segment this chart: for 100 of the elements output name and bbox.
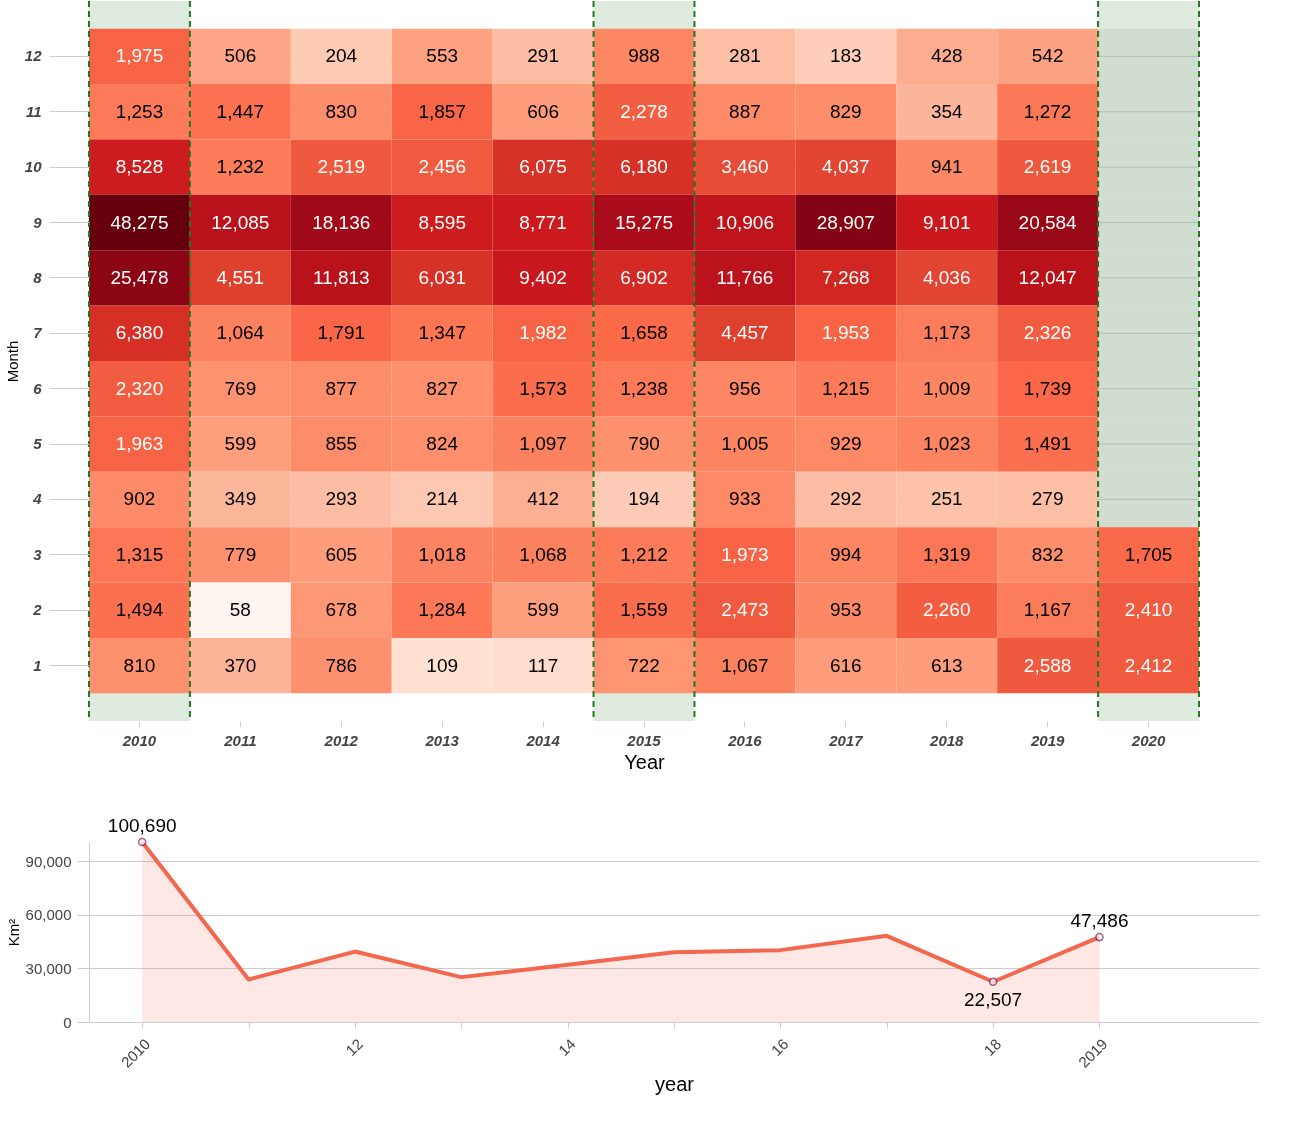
data-label: 790 — [628, 433, 660, 455]
data-label: 1,005 — [721, 433, 769, 455]
data-label: 20,584 — [1018, 211, 1078, 233]
data-label: 1,284 — [418, 599, 467, 621]
data-label: 1,982 — [519, 322, 567, 344]
data-label: 12,047 — [1018, 266, 1077, 288]
x-tick-label: 2015 — [626, 731, 662, 749]
data-label: 542 — [1031, 45, 1064, 67]
data-label: 48,275 — [110, 211, 169, 233]
data-label: 1,791 — [317, 322, 366, 344]
data-label: 1,067 — [721, 654, 769, 676]
y-axis-title: Km² — [4, 918, 22, 947]
data-label: 1,097 — [519, 433, 567, 455]
data-label: 1,064 — [216, 322, 265, 344]
data-label: 2,326 — [1023, 322, 1072, 344]
data-label: 1,705 — [1124, 543, 1173, 565]
data-label: 7,268 — [822, 266, 870, 288]
x-tick-label: 2020 — [1130, 731, 1166, 749]
data-label: 877 — [325, 377, 358, 399]
data-label: 953 — [829, 599, 862, 621]
y-tick-label: 30,000 — [25, 959, 72, 977]
data-label: 830 — [325, 100, 358, 122]
data-label: 1,068 — [519, 543, 567, 565]
data-label: 2,278 — [620, 100, 668, 122]
data-label: 779 — [224, 543, 257, 565]
data-label: 1,857 — [418, 100, 466, 122]
data-label: 1,953 — [822, 322, 870, 344]
data-label: 613 — [930, 654, 963, 676]
data-label: 2,519 — [317, 156, 366, 178]
data-label: 9,402 — [519, 266, 567, 288]
data-label: 11,766 — [716, 266, 774, 288]
data-label: 722 — [628, 654, 660, 676]
y-tick-label: 90,000 — [25, 852, 72, 870]
y-tick-label: 12 — [24, 47, 43, 65]
data-label: 827 — [426, 377, 459, 399]
data-label: 855 — [325, 433, 358, 455]
data-label: 251 — [930, 488, 963, 510]
data-label: 1,238 — [620, 377, 668, 399]
data-label: 1,658 — [620, 322, 668, 344]
data-label: 956 — [729, 377, 761, 399]
data-label: 6,180 — [620, 156, 668, 178]
x-tick-label: 2016 — [727, 731, 763, 749]
data-label: 1,167 — [1023, 599, 1072, 621]
x-tick-label: 12 — [342, 1035, 367, 1059]
data-label: 6,902 — [620, 266, 668, 288]
data-label: 2,619 — [1023, 156, 1072, 178]
data-label: 1,232 — [216, 156, 265, 178]
x-tick-label: 18 — [980, 1035, 1005, 1059]
data-label: 15,275 — [614, 211, 674, 233]
data-label: 25,478 — [110, 266, 169, 288]
data-label: 293 — [325, 488, 358, 510]
y-tick-label: 4 — [32, 490, 43, 508]
data-label: 606 — [527, 100, 559, 122]
data-label: 4,551 — [216, 266, 265, 288]
data-label: 1,319 — [922, 543, 971, 565]
data-label: 2,473 — [721, 599, 769, 621]
data-label: 10,906 — [715, 211, 774, 233]
y-tick-label: 8 — [33, 268, 43, 286]
data-label: 3,460 — [721, 156, 769, 178]
data-label: 832 — [1031, 543, 1064, 565]
y-tick-label: 2 — [32, 601, 43, 619]
data-label: 616 — [829, 654, 862, 676]
y-tick-label: 1 — [33, 656, 42, 674]
data-label: 279 — [1031, 488, 1064, 510]
data-label: 553 — [426, 45, 459, 67]
y-tick-label: 6 — [33, 379, 43, 397]
data-label: 1,272 — [1023, 100, 1072, 122]
y-tick-label: 5 — [33, 435, 43, 453]
data-label: 9,101 — [922, 211, 971, 233]
data-label: 1,215 — [822, 377, 870, 399]
data-label: 1,009 — [922, 377, 971, 399]
data-label: 12,085 — [211, 211, 270, 233]
data-label: 824 — [426, 433, 459, 455]
data-label: 183 — [829, 45, 862, 67]
data-label: 605 — [325, 543, 358, 565]
x-tick-label: 2012 — [323, 731, 359, 749]
data-label: 1,347 — [418, 322, 466, 344]
data-label: 28,907 — [816, 211, 875, 233]
x-tick-label: 2017 — [828, 731, 864, 749]
data-label: 6,380 — [115, 322, 164, 344]
data-label: 11,813 — [312, 266, 370, 288]
x-tick-label: 16 — [767, 1035, 792, 1059]
data-label: 2,588 — [1023, 654, 1072, 676]
data-label: 428 — [930, 45, 963, 67]
data-label: 933 — [729, 488, 761, 510]
data-label: 1,491 — [1023, 433, 1072, 455]
x-tick-label: 2014 — [525, 731, 561, 749]
data-label: 1,963 — [115, 433, 164, 455]
y-tick-label: 11 — [25, 102, 42, 120]
x-tick-label: 2019 — [1029, 731, 1065, 749]
data-label: 4,037 — [822, 156, 870, 178]
data-label: 18,136 — [312, 211, 371, 233]
data-label: 1,315 — [115, 543, 164, 565]
data-label: 1,573 — [519, 377, 567, 399]
data-label: 994 — [829, 543, 863, 565]
data-label: 281 — [729, 45, 761, 67]
data-label: 194 — [628, 488, 661, 510]
data-label: 214 — [426, 488, 459, 510]
data-label: 8,528 — [115, 156, 164, 178]
data-label: 2,260 — [922, 599, 971, 621]
